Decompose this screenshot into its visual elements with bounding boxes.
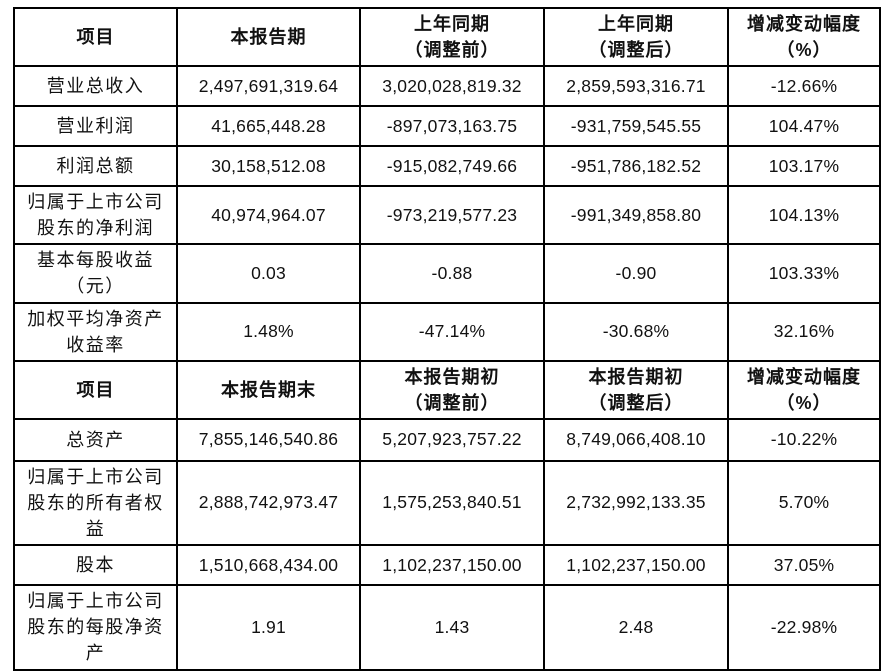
row-label: 归属于上市公司 股东的所有者权 益 <box>13 459 178 547</box>
row-label: 利润总额 <box>13 145 178 188</box>
cell-value: 1.48% <box>176 301 361 362</box>
financial-summary-table: 项目 本报告期 上年同期 （调整前） 上年同期 （调整后） 增减变动幅度 （%）… <box>13 6 881 671</box>
column-header-prior-before-adjust: 上年同期 （调整前） <box>359 6 545 68</box>
cell-value: 41,665,448.28 <box>176 105 361 148</box>
cell-value: 2,859,593,316.71 <box>543 65 729 108</box>
cell-value: -897,073,163.75 <box>359 105 545 148</box>
row-label: 加权平均净资产 收益率 <box>13 301 178 362</box>
cell-value: 2,888,742,973.47 <box>176 459 361 547</box>
cell-value: 32.16% <box>727 301 881 362</box>
cell-value: -12.66% <box>727 65 881 108</box>
cell-value: 1,102,237,150.00 <box>359 544 545 587</box>
table-row: 营业总收入 2,497,691,319.64 3,020,028,819.32 … <box>13 65 881 108</box>
column-header-period-end: 本报告期末 <box>176 359 361 420</box>
cell-value: 104.13% <box>727 185 881 246</box>
row-label: 营业总收入 <box>13 65 178 108</box>
row-label: 归属于上市公司 股东的每股净资 产 <box>13 584 178 671</box>
cell-value: 2,497,691,319.64 <box>176 65 361 108</box>
cell-value: -47.14% <box>359 301 545 362</box>
row-label: 总资产 <box>13 417 178 462</box>
cell-value: 1,575,253,840.51 <box>359 459 545 547</box>
cell-value: 37.05% <box>727 544 881 587</box>
row-label: 基本每股收益 （元） <box>13 243 178 304</box>
cell-value: 30,158,512.08 <box>176 145 361 188</box>
cell-value: -973,219,577.23 <box>359 185 545 246</box>
column-header-period-begin-after-adjust: 本报告期初 （调整后） <box>543 359 729 420</box>
cell-value: -991,349,858.80 <box>543 185 729 246</box>
cell-value: 2,732,992,133.35 <box>543 459 729 547</box>
table-row: 归属于上市公司 股东的净利润 40,974,964.07 -973,219,57… <box>13 185 881 246</box>
cell-value: 1.43 <box>359 584 545 671</box>
table-row: 利润总额 30,158,512.08 -915,082,749.66 -951,… <box>13 145 881 188</box>
cell-value: 0.03 <box>176 243 361 304</box>
table-row: 归属于上市公司 股东的所有者权 益 2,888,742,973.47 1,575… <box>13 459 881 547</box>
column-header-period-begin-before-adjust: 本报告期初 （调整前） <box>359 359 545 420</box>
cell-value: 7,855,146,540.86 <box>176 417 361 462</box>
column-header-current-period: 本报告期 <box>176 6 361 68</box>
cell-value: 8,749,066,408.10 <box>543 417 729 462</box>
cell-value: 5.70% <box>727 459 881 547</box>
table-row: 总资产 7,855,146,540.86 5,207,923,757.22 8,… <box>13 417 881 462</box>
cell-value: 5,207,923,757.22 <box>359 417 545 462</box>
cell-value: -22.98% <box>727 584 881 671</box>
cell-value: -0.88 <box>359 243 545 304</box>
cell-value: -0.90 <box>543 243 729 304</box>
cell-value: -30.68% <box>543 301 729 362</box>
cell-value: 40,974,964.07 <box>176 185 361 246</box>
column-header-change-pct: 增减变动幅度 （%） <box>727 359 881 420</box>
cell-value: -951,786,182.52 <box>543 145 729 188</box>
table-row: 股本 1,510,668,434.00 1,102,237,150.00 1,1… <box>13 544 881 587</box>
row-label: 股本 <box>13 544 178 587</box>
section1-header-row: 项目 本报告期 上年同期 （调整前） 上年同期 （调整后） 增减变动幅度 （%） <box>13 6 881 68</box>
cell-value: -915,082,749.66 <box>359 145 545 188</box>
cell-value: 103.33% <box>727 243 881 304</box>
cell-value: 1.91 <box>176 584 361 671</box>
row-label: 营业利润 <box>13 105 178 148</box>
cell-value: 3,020,028,819.32 <box>359 65 545 108</box>
cell-value: 1,102,237,150.00 <box>543 544 729 587</box>
row-label: 归属于上市公司 股东的净利润 <box>13 185 178 246</box>
cell-value: 103.17% <box>727 145 881 188</box>
cell-value: 1,510,668,434.00 <box>176 544 361 587</box>
cell-value: -10.22% <box>727 417 881 462</box>
cell-value: 2.48 <box>543 584 729 671</box>
cell-value: 104.47% <box>727 105 881 148</box>
column-header-change-pct: 增减变动幅度 （%） <box>727 6 881 68</box>
table-row: 营业利润 41,665,448.28 -897,073,163.75 -931,… <box>13 105 881 148</box>
cell-value: -931,759,545.55 <box>543 105 729 148</box>
table-row: 加权平均净资产 收益率 1.48% -47.14% -30.68% 32.16% <box>13 301 881 362</box>
column-header-item: 项目 <box>13 359 178 420</box>
table-row: 基本每股收益 （元） 0.03 -0.88 -0.90 103.33% <box>13 243 881 304</box>
column-header-item: 项目 <box>13 6 178 68</box>
table-row: 归属于上市公司 股东的每股净资 产 1.91 1.43 2.48 -22.98% <box>13 584 881 671</box>
column-header-prior-after-adjust: 上年同期 （调整后） <box>543 6 729 68</box>
section2-header-row: 项目 本报告期末 本报告期初 （调整前） 本报告期初 （调整后） 增减变动幅度 … <box>13 359 881 420</box>
